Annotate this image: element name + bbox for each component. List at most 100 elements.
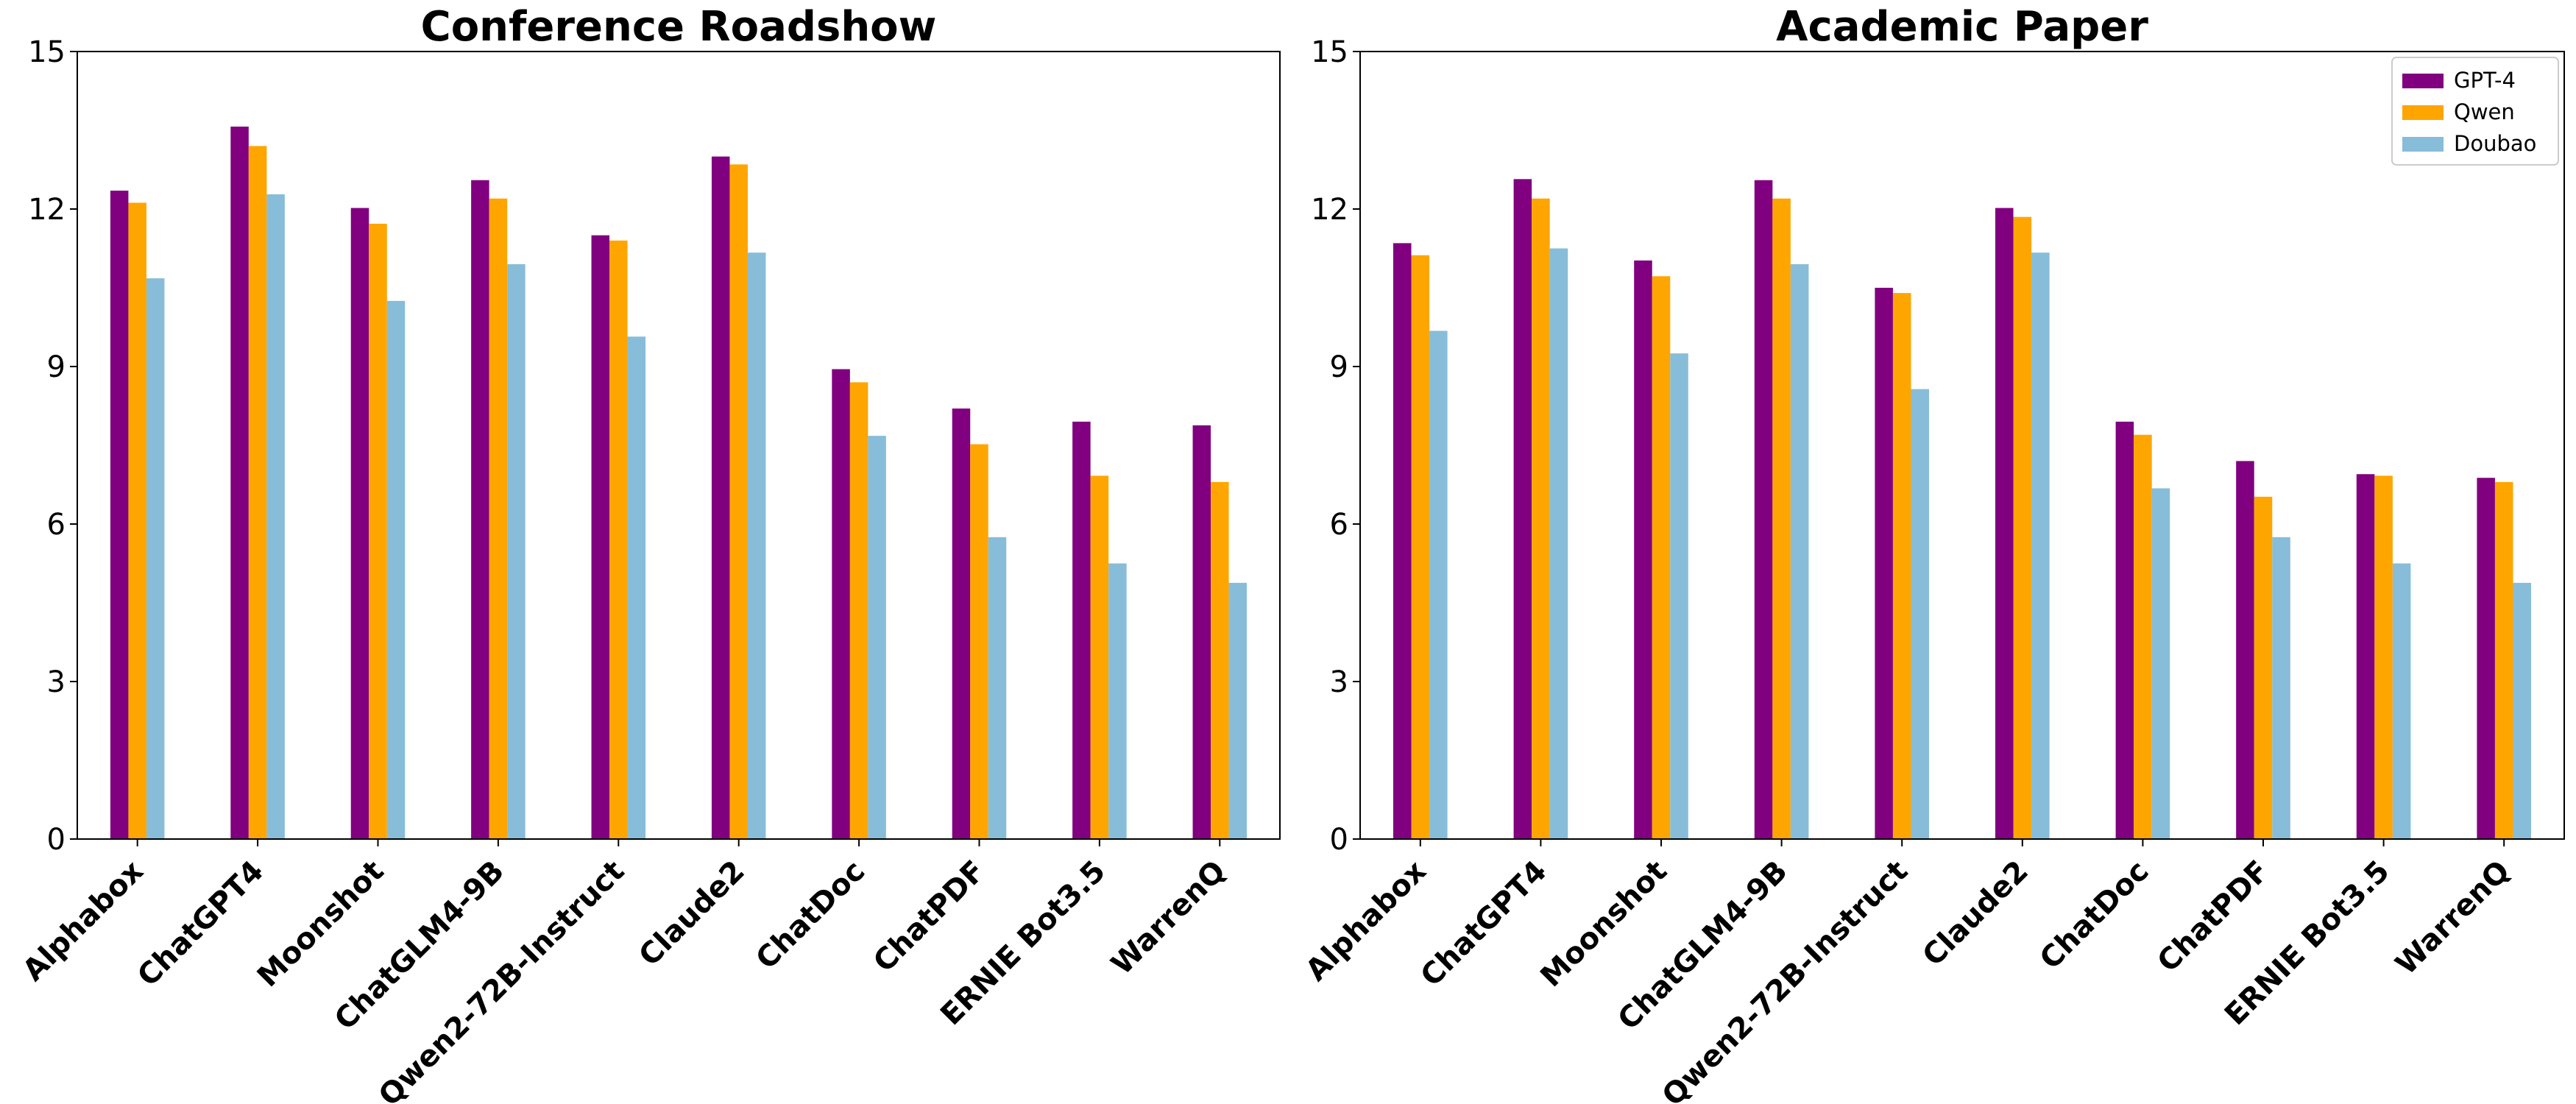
bar-gpt-4-chatgpt4 xyxy=(1513,179,1532,840)
bar-qwen-chatglm4-9b xyxy=(489,198,508,840)
bar-doubao-qwen2-72b-instruct xyxy=(627,336,646,840)
bar-qwen-chatdoc xyxy=(849,382,868,839)
x-tick-label-chatpdf: ChatPDF xyxy=(2151,854,2276,980)
legend-label-doubao: Doubao xyxy=(2454,131,2536,156)
x-tick-label-chatgpt4: ChatGPT4 xyxy=(1415,854,1554,994)
legend: GPT-4 Qwen Doubao xyxy=(2391,57,2559,166)
x-axis: AlphaboxChatGPT4MoonshotChatGLM4-9BQwen2… xyxy=(16,839,1232,1104)
bar-doubao-chatgpt4 xyxy=(266,194,285,839)
x-tick-label-alphabox: Alphabox xyxy=(1299,854,1433,988)
bar-qwen-warrenq xyxy=(2494,481,2513,839)
y-tick-label: 9 xyxy=(1330,350,1348,384)
legend-label-gpt-4: GPT-4 xyxy=(2454,68,2516,93)
x-tick-label-alphabox: Alphabox xyxy=(16,854,150,988)
x-tick-label-claude2: Claude2 xyxy=(1917,854,2035,973)
bar-qwen-claude2 xyxy=(729,164,748,839)
y-tick-label: 15 xyxy=(28,35,66,69)
bar-gpt-4-qwen2-72b-instruct xyxy=(591,235,610,839)
bar-gpt-4-chatglm4-9b xyxy=(471,180,489,839)
x-tick-label-qwen2-72b-instruct: Qwen2-72B-Instruct xyxy=(1656,854,1914,1104)
bar-qwen-moonshot xyxy=(1652,276,1671,839)
bar-qwen-qwen2-72b-instruct xyxy=(1892,293,1911,839)
bar-qwen-ernie-bot3-5 xyxy=(2374,475,2393,839)
bar-doubao-ernie-bot3-5 xyxy=(2392,563,2411,839)
bar-gpt-4-alphabox xyxy=(1393,243,1412,839)
bar-gpt-4-chatdoc xyxy=(832,369,850,839)
y-tick-label: 9 xyxy=(47,350,66,384)
panel-academic-paper: Academic Paper 0 3 6 9 12 15 AlphaboxChatGPT4… xyxy=(1299,3,2565,1104)
x-axis: AlphaboxChatGPT4MoonshotChatGLM4-9BQwen2… xyxy=(1299,839,2516,1104)
bar-doubao-warrenq xyxy=(2513,582,2532,839)
bar-gpt-4-moonshot xyxy=(1634,260,1652,839)
legend-swatch-qwen xyxy=(2402,105,2444,120)
y-axis: 0 3 6 9 12 15 xyxy=(28,35,77,857)
y-axis: 0 3 6 9 12 15 xyxy=(1311,35,1360,857)
bar-doubao-qwen2-72b-instruct xyxy=(1911,389,1930,839)
bar-qwen-chatgpt4 xyxy=(1532,198,1550,840)
x-tick-label-chatdoc: ChatDoc xyxy=(749,854,871,977)
bar-gpt-4-claude2 xyxy=(1995,208,2014,839)
bar-qwen-moonshot xyxy=(369,223,387,840)
bar-gpt-4-qwen2-72b-instruct xyxy=(1875,288,1893,839)
bar-gpt-4-chatglm4-9b xyxy=(1754,180,1773,839)
bar-qwen-warrenq xyxy=(1211,481,1229,839)
y-tick-label: 0 xyxy=(47,823,66,857)
y-tick-label: 3 xyxy=(1330,665,1348,699)
bar-gpt-4-alphabox xyxy=(110,191,129,839)
legend-swatch-doubao xyxy=(2402,137,2444,152)
bar-gpt-4-chatgpt4 xyxy=(230,127,249,839)
bar-gpt-4-ernie-bot3-5 xyxy=(1072,421,1091,839)
bar-doubao-chatdoc xyxy=(2151,488,2170,839)
bar-gpt-4-chatpdf xyxy=(2236,461,2254,839)
bar-doubao-moonshot xyxy=(1670,353,1688,839)
y-tick-label: 0 xyxy=(1330,823,1348,857)
bar-group xyxy=(1393,179,2532,840)
bar-gpt-4-chatdoc xyxy=(2115,421,2134,839)
bar-gpt-4-claude2 xyxy=(711,156,730,840)
bar-gpt-4-warrenq xyxy=(2477,478,2495,839)
legend-swatch-gpt-4 xyxy=(2402,74,2444,88)
bar-gpt-4-warrenq xyxy=(1192,425,1211,839)
bar-gpt-4-chatpdf xyxy=(952,408,971,839)
bar-gpt-4-ernie-bot3-5 xyxy=(2356,474,2375,839)
y-tick-label: 12 xyxy=(1311,193,1348,227)
chart-title: Conference Roadshow xyxy=(421,3,937,51)
bar-doubao-warrenq xyxy=(1228,582,1248,839)
bar-qwen-chatdoc xyxy=(2134,434,2152,839)
bar-doubao-chatglm4-9b xyxy=(1790,263,1809,839)
legend-label-qwen: Qwen xyxy=(2454,99,2515,124)
x-tick-label-warrenq: WarrenQ xyxy=(1105,854,1232,982)
bar-qwen-chatgpt4 xyxy=(248,146,267,839)
bar-qwen-qwen2-72b-instruct xyxy=(609,240,628,839)
bar-gpt-4-moonshot xyxy=(350,208,369,839)
bar-qwen-chatglm4-9b xyxy=(1772,198,1791,840)
y-tick-label: 12 xyxy=(28,193,66,227)
y-tick-label: 6 xyxy=(47,508,66,542)
y-tick-label: 15 xyxy=(1311,35,1348,69)
y-tick-label: 3 xyxy=(47,665,66,699)
bar-qwen-chatpdf xyxy=(970,444,988,839)
bar-doubao-chatdoc xyxy=(868,436,886,839)
bar-doubao-chatglm4-9b xyxy=(507,263,526,839)
x-tick-label-qwen2-72b-instruct: Qwen2-72B-Instruct xyxy=(372,854,631,1104)
bar-doubao-chatpdf xyxy=(2272,537,2290,839)
bar-qwen-claude2 xyxy=(2013,216,2032,839)
x-tick-label-claude2: Claude2 xyxy=(632,854,751,973)
bar-group xyxy=(110,127,1248,840)
plot-frame xyxy=(77,51,1281,840)
x-tick-label-chatdoc: ChatDoc xyxy=(2034,854,2156,977)
bar-doubao-claude2 xyxy=(2031,252,2050,840)
bar-doubao-moonshot xyxy=(386,300,406,840)
x-tick-label-chatgpt4: ChatGPT4 xyxy=(131,854,270,994)
bar-doubao-claude2 xyxy=(747,252,766,840)
bar-doubao-chatgpt4 xyxy=(1549,248,1568,839)
chart-title: Academic Paper xyxy=(1776,3,2148,51)
bar-doubao-alphabox xyxy=(146,278,165,839)
bar-qwen-alphabox xyxy=(128,202,146,839)
bar-qwen-alphabox xyxy=(1411,255,1430,839)
x-tick-label-chatpdf: ChatPDF xyxy=(867,854,992,980)
bar-qwen-ernie-bot3-5 xyxy=(1090,475,1109,839)
plot-frame xyxy=(1359,51,2565,840)
